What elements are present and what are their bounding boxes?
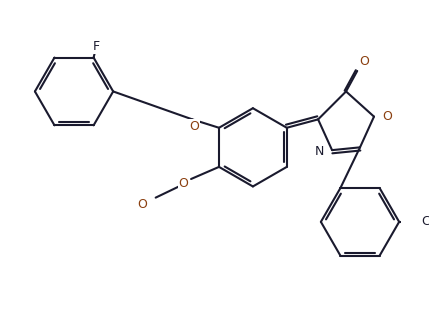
Text: Cl: Cl [421, 215, 429, 228]
Text: O: O [178, 177, 189, 190]
Text: O: O [189, 120, 199, 133]
Text: O: O [137, 198, 147, 211]
Text: O: O [382, 110, 392, 123]
Text: O: O [360, 55, 370, 68]
Text: F: F [93, 40, 100, 53]
Text: N: N [314, 146, 324, 159]
